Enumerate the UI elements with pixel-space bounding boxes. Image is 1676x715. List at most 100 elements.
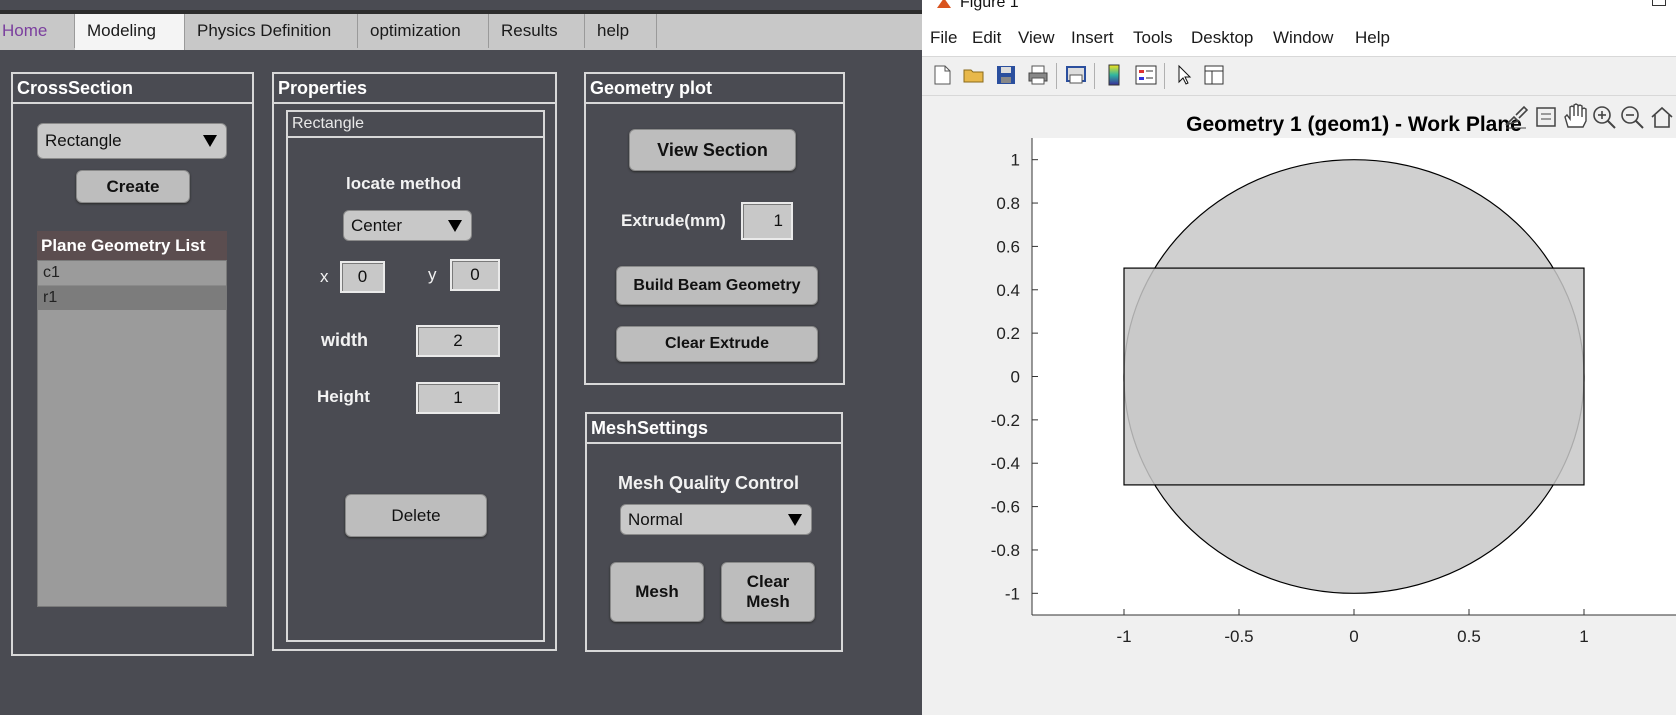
geometry-plot-title: Geometry plot [586, 74, 843, 104]
x-tick-label: 1 [1579, 627, 1588, 646]
clear-mesh-label-line1: Clear [746, 572, 790, 591]
clear-mesh-label-line2: Mesh [746, 592, 790, 611]
open-folder-icon[interactable] [962, 63, 986, 87]
y-tick-label: 0.4 [996, 281, 1020, 300]
rectangle-subpanel: Rectangle locate method Center x 0 y 0 w… [286, 110, 545, 642]
geometry-plot: Geometry 1 (geom1) - Work Plane -1 -0.5 0 0… [991, 103, 1676, 646]
x-tick-label: 0.5 [1457, 627, 1481, 646]
menu-window[interactable]: Window [1273, 28, 1334, 47]
list-item-c1[interactable]: c1 [38, 261, 226, 286]
new-file-icon[interactable] [930, 63, 954, 87]
shape-dropdown[interactable]: Rectangle [37, 123, 227, 159]
height-label: Height [317, 387, 370, 406]
x-label: x [320, 267, 329, 286]
width-field[interactable]: 2 [416, 325, 500, 357]
chart-title: Geometry 1 (geom1) - Work Plane [1186, 113, 1522, 136]
mesh-settings-title: MeshSettings [587, 414, 841, 444]
modeling-app: Home Modeling Physics Definition optimiz… [0, 0, 922, 715]
menu-edit[interactable]: Edit [972, 28, 1002, 47]
toolbar-separator [1094, 63, 1095, 89]
y-tick-label: 0.8 [996, 194, 1020, 213]
tab-bar: Home Modeling Physics Definition optimiz… [0, 14, 922, 50]
locate-method-value: Center [351, 216, 403, 235]
mesh-settings-panel: MeshSettings Mesh Quality Control Normal… [585, 412, 843, 652]
x-tick-label: 0 [1349, 627, 1358, 646]
x-field[interactable]: 0 [340, 261, 385, 293]
extrude-field[interactable]: 1 [741, 202, 793, 240]
tab-results[interactable]: Results [489, 14, 585, 48]
menu-tools[interactable]: Tools [1133, 28, 1173, 47]
mesh-button[interactable]: Mesh [610, 562, 704, 622]
clear-mesh-button[interactable]: Clear Mesh [721, 562, 815, 622]
tab-optimization[interactable]: optimization [358, 14, 489, 48]
clear-extrude-button[interactable]: Clear Extrude [616, 326, 818, 362]
menu-view[interactable]: View [1018, 28, 1055, 47]
properties-title: Properties [274, 74, 555, 104]
toolbar-separator [1164, 63, 1165, 89]
print-icon[interactable] [1026, 63, 1050, 87]
cross-section-panel: CrossSection Rectangle Create Plane Geom… [11, 72, 254, 656]
delete-button[interactable]: Delete [345, 494, 487, 537]
top-border [0, 10, 922, 14]
width-label: width [321, 330, 368, 350]
plane-geometry-list-title: Plane Geometry List [37, 231, 227, 260]
y-tick-label: 0.2 [996, 324, 1020, 343]
extrude-label: Extrude(mm) [621, 211, 726, 230]
figure-toolbar [922, 56, 1676, 96]
tab-modeling[interactable]: Modeling [75, 14, 185, 50]
print-preview-icon[interactable] [1064, 63, 1088, 87]
view-section-button[interactable]: View Section [629, 129, 796, 171]
y-tick-label: -0.2 [991, 411, 1020, 430]
home-icon[interactable] [1651, 106, 1673, 128]
y-field[interactable]: 0 [450, 259, 500, 291]
colorbar-icon[interactable] [1102, 63, 1126, 87]
y-tick-label: -1 [1005, 584, 1020, 603]
figure-window: Figure 1 File Edit View Insert Tools Des… [922, 0, 1676, 715]
pan-hand-icon[interactable] [1564, 103, 1587, 128]
tab-home[interactable]: Home [0, 14, 75, 48]
height-field[interactable]: 1 [416, 382, 500, 414]
y-tick-label: 0 [1011, 368, 1020, 387]
pointer-icon[interactable] [1172, 63, 1196, 87]
y-tick-label: -0.6 [991, 498, 1020, 517]
legend-icon[interactable] [1134, 63, 1158, 87]
mesh-quality-dropdown[interactable]: Normal [620, 504, 812, 535]
locate-method-label: locate method [346, 174, 462, 193]
maximize-icon[interactable] [1652, 0, 1666, 6]
x-tick-label: -1 [1116, 627, 1131, 646]
plane-geometry-list[interactable]: c1 r1 [37, 260, 227, 607]
zoom-in-icon[interactable] [1593, 106, 1616, 129]
chevron-down-icon [788, 513, 802, 526]
figure-menu-bar: File Edit View Insert Tools Desktop Wind… [922, 14, 1676, 56]
y-tick-label: 1 [1011, 151, 1020, 170]
shape-r1[interactable] [1123, 267, 1585, 486]
properties-panel: Properties Rectangle locate method Cente… [272, 72, 557, 651]
matlab-logo-icon [937, 0, 951, 8]
create-button[interactable]: Create [76, 170, 190, 203]
geometry-plot-panel: Geometry plot View Section Extrude(mm) 1… [584, 72, 845, 385]
y-tick-label: 0.6 [996, 237, 1020, 256]
locate-method-dropdown[interactable]: Center [343, 210, 472, 241]
tab-help[interactable]: help [585, 14, 657, 48]
rectangle-subpanel-title: Rectangle [288, 112, 543, 138]
x-tick-label: -0.5 [1224, 627, 1253, 646]
build-beam-geometry-button[interactable]: Build Beam Geometry [616, 266, 818, 305]
property-inspector-icon[interactable] [1202, 63, 1226, 87]
brush-icon[interactable] [1505, 105, 1529, 129]
zoom-out-icon[interactable] [1621, 106, 1644, 129]
data-tips-icon[interactable] [1536, 107, 1556, 127]
y-label: y [428, 265, 437, 284]
cross-section-title: CrossSection [13, 74, 252, 104]
toolbar-separator [1056, 63, 1057, 89]
menu-desktop[interactable]: Desktop [1191, 28, 1254, 47]
tab-physics-definition[interactable]: Physics Definition [185, 14, 358, 48]
axes-toolbar [1505, 103, 1673, 129]
list-item-r1[interactable]: r1 [38, 286, 226, 310]
mesh-quality-value: Normal [628, 510, 683, 529]
y-tick-label: -0.4 [991, 454, 1020, 473]
y-tick-label: -0.8 [991, 541, 1020, 560]
menu-file[interactable]: File [930, 28, 958, 47]
menu-help[interactable]: Help [1355, 28, 1390, 47]
save-icon[interactable] [994, 63, 1018, 87]
menu-insert[interactable]: Insert [1071, 28, 1114, 47]
